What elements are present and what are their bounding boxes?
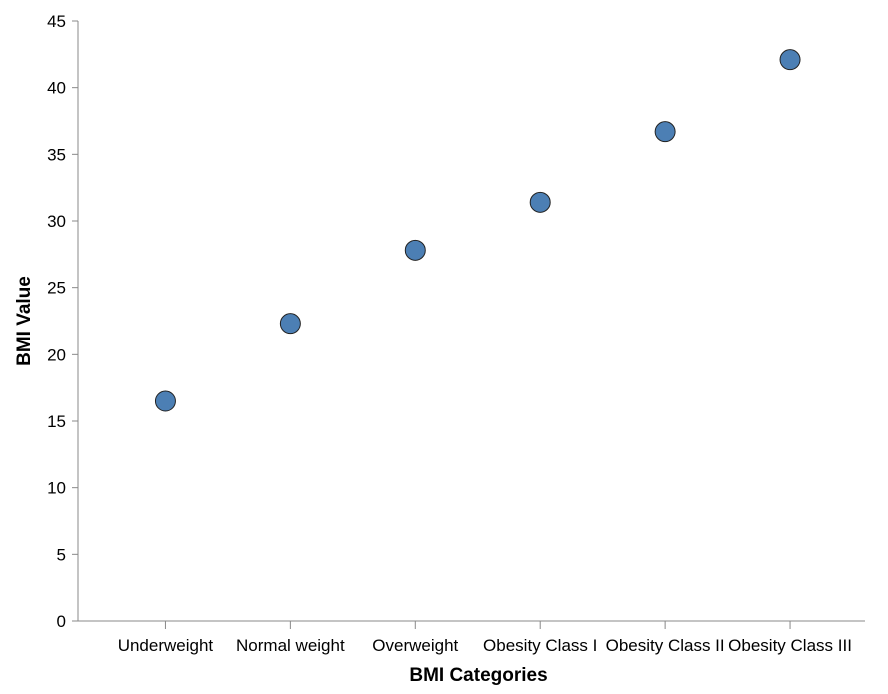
data-points xyxy=(154,49,801,412)
x-tick-label: Underweight xyxy=(118,636,214,655)
y-tick-label: 30 xyxy=(47,212,66,231)
x-axis: Underweight Normal weight Overweight Obesit… xyxy=(78,620,865,655)
x-tick-label: Overweight xyxy=(372,636,458,655)
y-tick-label: 0 xyxy=(57,612,66,631)
y-tick-label: 45 xyxy=(47,12,66,31)
y-tick-label: 5 xyxy=(57,545,66,564)
data-point xyxy=(529,191,551,213)
y-axis-title: BMI Value xyxy=(14,276,35,366)
data-point xyxy=(154,390,176,412)
x-tick-label: Obesity Class II xyxy=(606,636,725,655)
y-tick-label: 40 xyxy=(47,79,66,98)
y-tick-label: 15 xyxy=(47,412,66,431)
y-tick-label: 25 xyxy=(47,279,66,298)
data-point xyxy=(654,121,676,143)
x-axis-title: BMI Categories xyxy=(409,665,547,686)
y-tick-label: 20 xyxy=(47,345,66,364)
data-point xyxy=(279,313,301,335)
x-tick-label: Obesity Class I xyxy=(483,636,597,655)
data-point xyxy=(779,49,801,71)
y-tick-label: 10 xyxy=(47,479,66,498)
data-point xyxy=(404,239,426,261)
x-tick-label: Obesity Class III xyxy=(728,636,852,655)
x-tick-label: Normal weight xyxy=(236,636,345,655)
y-axis: 0 5 10 15 20 25 30 35 40 45 xyxy=(47,12,79,631)
y-tick-label: 35 xyxy=(47,145,66,164)
